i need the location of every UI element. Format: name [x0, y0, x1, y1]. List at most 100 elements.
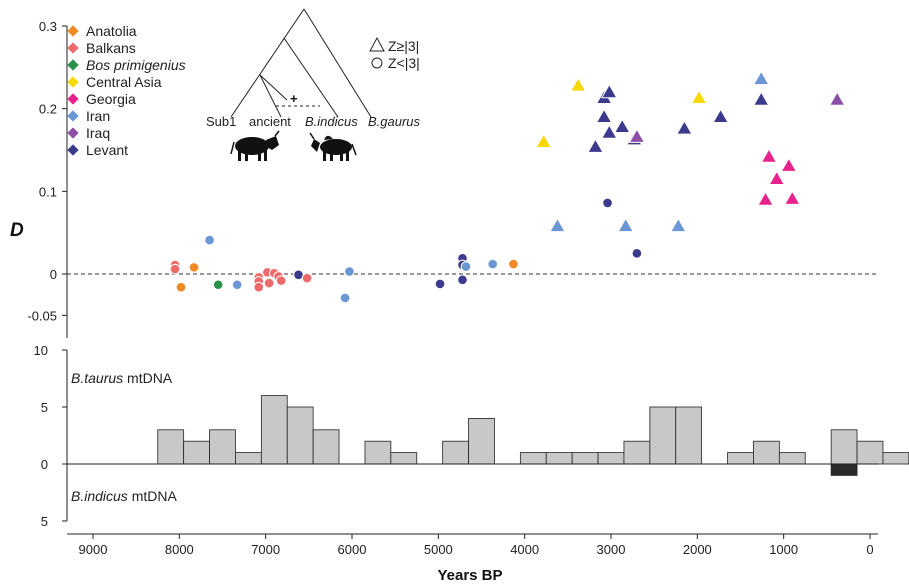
histogram-bar	[442, 440, 469, 465]
taurine-cattle-icon	[230, 130, 280, 161]
data-point-triangle	[595, 108, 613, 124]
d-y-ticks: 0.3 0.2 0.1 0 -0.05	[27, 19, 67, 323]
histogram-bar	[209, 429, 236, 465]
data-point-triangle	[600, 83, 618, 99]
d-points	[169, 70, 846, 304]
mtdna-bars	[157, 395, 909, 476]
mtdna-y-tick-label: 10	[34, 343, 48, 358]
data-point-circle	[508, 258, 519, 270]
histogram-bar	[468, 417, 495, 465]
tree-branch	[303, 8, 372, 118]
data-point-triangle	[690, 89, 708, 105]
legend-marker-icon	[67, 76, 79, 88]
data-point-triangle	[617, 217, 635, 233]
tree-label-bindicus: B.indicus	[305, 114, 358, 129]
legend-marker-icon	[67, 127, 79, 139]
data-point-circle	[253, 281, 265, 293]
triangle-key-icon	[369, 36, 385, 52]
data-point-circle	[301, 272, 313, 284]
x-tick-label: 9000	[79, 542, 108, 557]
data-point-triangle	[783, 190, 801, 205]
data-point-circle	[460, 261, 472, 272]
tree-label-sub1: Sub1	[206, 114, 236, 129]
tree-branch	[259, 74, 282, 118]
data-point-circle	[339, 292, 351, 304]
histogram-bar	[364, 440, 392, 465]
taurus-label: B.taurus mtDNA	[71, 370, 173, 386]
data-point-triangle	[535, 133, 553, 148]
legend-marker-icon	[67, 144, 79, 156]
legend-label: Levant	[86, 142, 128, 158]
legend-marker-icon	[67, 93, 79, 105]
histogram-bar	[260, 395, 288, 465]
legend-marker-icon	[67, 110, 79, 122]
tree-label-bgaurus: B.gaurus	[368, 114, 421, 129]
x-tick-label: 5000	[424, 542, 453, 557]
histogram-bar	[286, 406, 314, 465]
mtdna-y-tick-label: 5	[41, 400, 48, 415]
data-point-circle	[263, 277, 275, 289]
histogram-bar	[597, 452, 625, 465]
data-point-circle	[434, 278, 446, 290]
x-tick-label: 7000	[251, 542, 280, 557]
data-point-circle	[602, 197, 613, 209]
x-axis-label: Years BP	[437, 567, 502, 584]
histogram-bar	[519, 452, 547, 465]
data-point-triangle	[613, 118, 631, 133]
histogram-bar	[183, 440, 210, 465]
histogram-bar	[856, 440, 884, 465]
x-tick-label: 6000	[338, 542, 367, 557]
x-tick-label: 4000	[510, 542, 539, 557]
histogram-bar	[545, 452, 573, 465]
data-point-triangle	[828, 91, 846, 106]
data-point-circle	[175, 281, 187, 293]
tree-plus: +	[290, 91, 298, 106]
d-axis-label: D	[10, 220, 24, 241]
d-y-tick-label: -0.05	[27, 308, 57, 323]
histogram-bar	[830, 463, 858, 476]
zebu-cattle-icon	[309, 132, 357, 161]
data-point-triangle	[712, 108, 730, 124]
data-point-triangle	[752, 70, 770, 86]
histogram-bar	[623, 440, 651, 465]
histogram-bar	[753, 440, 780, 465]
data-point-circle	[188, 262, 200, 273]
data-point-circle	[457, 274, 468, 286]
histogram-bar	[675, 406, 703, 465]
legend-label: Central Asia	[86, 74, 162, 90]
data-point-triangle	[676, 119, 693, 135]
histogram-bar	[882, 452, 909, 465]
histogram-bar	[157, 429, 185, 465]
x-tick-label: 1000	[769, 542, 798, 557]
x-tick-label: 0	[866, 542, 873, 557]
tree-branch	[259, 74, 288, 101]
x-tick-label: 3000	[597, 542, 626, 557]
mtdna-panel: 10 5 0 5 9000 8000 7000 6000 5000 4000 3000 2000 10…	[34, 343, 909, 584]
d-y-tick-label: 0.1	[39, 184, 57, 199]
d-y-tick-label: 0	[50, 267, 57, 282]
data-point-circle	[275, 275, 287, 286]
data-point-triangle	[628, 128, 646, 143]
data-point-circle	[212, 279, 224, 291]
d-y-tick-label: 0.2	[39, 102, 57, 117]
legend-label: Iran	[86, 108, 110, 124]
legend-label: Georgia	[86, 91, 136, 107]
histogram-bar	[235, 452, 262, 465]
data-point-triangle	[752, 91, 770, 106]
legend-label: Iraq	[86, 125, 110, 141]
data-point-circle	[344, 266, 355, 277]
legend-label: Anatolia	[86, 23, 137, 39]
tree-branch	[283, 37, 339, 118]
indicus-label: B.indicus mtDNA	[71, 488, 177, 504]
histogram-bar	[571, 452, 599, 465]
tree-label-ancient: ancient	[249, 114, 291, 129]
x-tick-label: 8000	[165, 542, 194, 557]
circle-key-label: Z<|3|	[388, 55, 420, 71]
data-point-triangle	[669, 217, 687, 233]
circle-key-icon	[371, 57, 383, 69]
data-point-circle	[487, 258, 499, 270]
d-y-tick-label: 0.3	[39, 19, 57, 34]
x-ticks: 9000 8000 7000 6000 5000 4000 3000 2000 1000 0	[79, 534, 874, 557]
